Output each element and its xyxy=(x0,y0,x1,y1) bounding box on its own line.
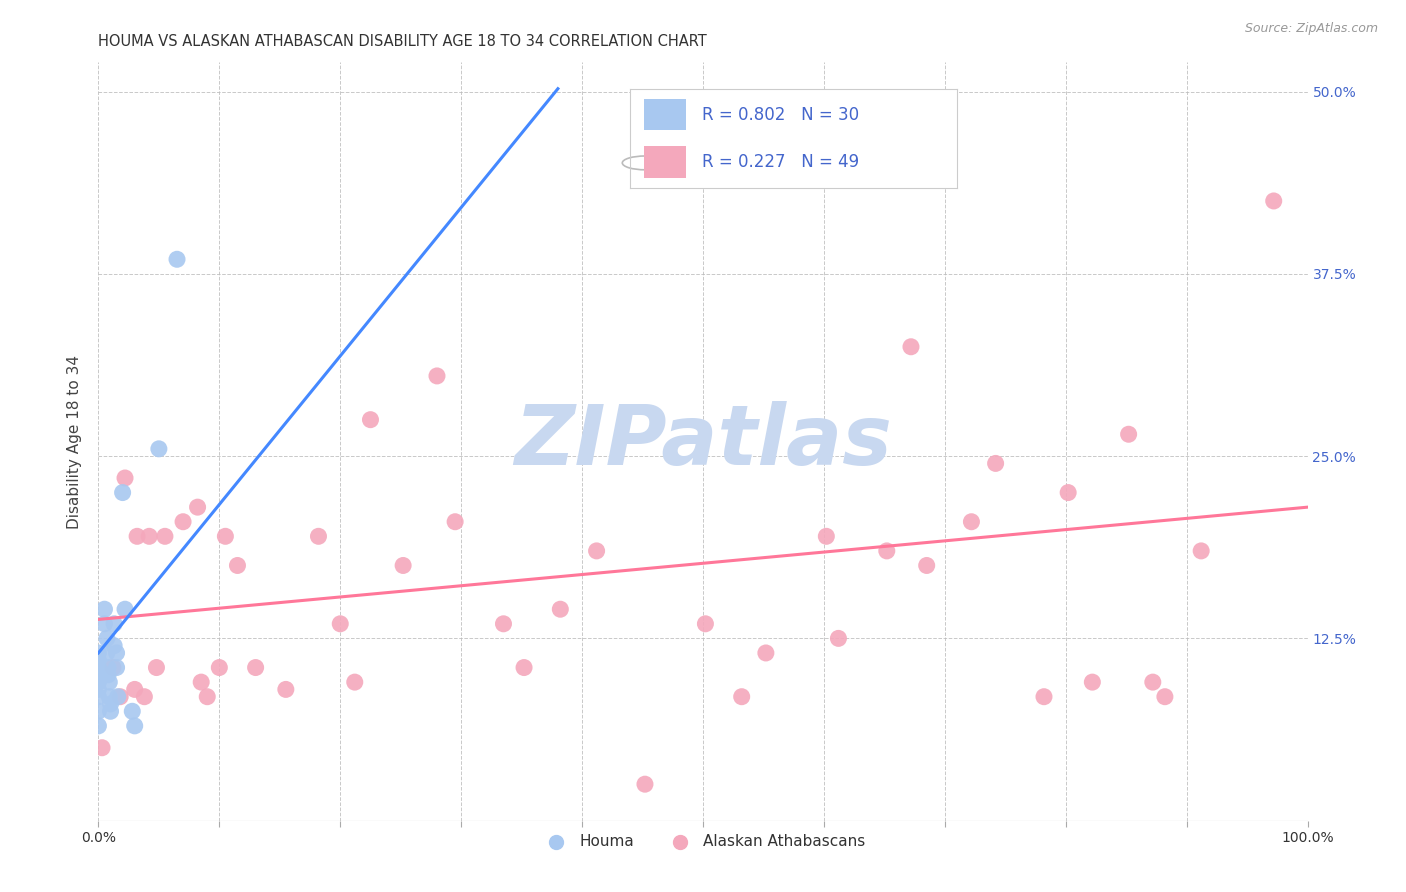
Point xyxy=(513,660,536,674)
Point xyxy=(585,544,607,558)
Point xyxy=(492,616,515,631)
Point xyxy=(308,529,330,543)
Legend: Houma, Alaskan Athabascans: Houma, Alaskan Athabascans xyxy=(534,828,872,855)
Point xyxy=(187,500,209,515)
Point xyxy=(87,653,110,667)
Text: ZIPatlas: ZIPatlas xyxy=(515,401,891,482)
Point xyxy=(87,660,110,674)
Point xyxy=(876,544,898,558)
Point xyxy=(87,719,110,733)
Point xyxy=(1263,194,1285,208)
Point xyxy=(101,660,124,674)
Point xyxy=(226,558,249,573)
Point xyxy=(105,646,128,660)
Point xyxy=(1033,690,1056,704)
Point xyxy=(87,690,110,704)
Point xyxy=(1142,675,1164,690)
Point xyxy=(114,471,136,485)
Point xyxy=(550,602,572,616)
Point xyxy=(984,457,1007,471)
Point xyxy=(127,529,149,543)
Point xyxy=(111,485,134,500)
Point xyxy=(444,515,467,529)
Point xyxy=(97,660,120,674)
Y-axis label: Disability Age 18 to 34: Disability Age 18 to 34 xyxy=(67,354,83,529)
Point xyxy=(98,690,121,704)
Point xyxy=(93,616,115,631)
Point xyxy=(360,412,382,426)
Point xyxy=(96,632,118,646)
Point xyxy=(1057,485,1080,500)
Point xyxy=(695,616,717,631)
Point xyxy=(148,442,170,456)
Point xyxy=(900,340,922,354)
Point xyxy=(731,690,754,704)
Point xyxy=(124,719,146,733)
Point xyxy=(274,682,297,697)
Point xyxy=(105,660,128,674)
Point xyxy=(96,646,118,660)
Point xyxy=(100,697,122,711)
Point xyxy=(87,682,110,697)
Point xyxy=(108,690,131,704)
Text: Source: ZipAtlas.com: Source: ZipAtlas.com xyxy=(1244,22,1378,36)
Point xyxy=(93,602,115,616)
Point xyxy=(87,668,110,682)
Point xyxy=(166,252,188,267)
Point xyxy=(195,690,218,704)
Point xyxy=(208,660,231,674)
Point xyxy=(915,558,938,573)
Point xyxy=(91,740,114,755)
Point xyxy=(343,675,366,690)
Point xyxy=(134,690,156,704)
Point xyxy=(392,558,415,573)
Point xyxy=(1081,675,1104,690)
Point xyxy=(190,675,212,690)
Point xyxy=(138,529,160,543)
Point xyxy=(107,690,129,704)
Point xyxy=(1118,427,1140,442)
Point xyxy=(97,668,120,682)
Point xyxy=(815,529,838,543)
Point xyxy=(87,675,110,690)
Point xyxy=(98,675,121,690)
Point xyxy=(87,646,110,660)
Point xyxy=(103,616,125,631)
Point xyxy=(172,515,194,529)
Point xyxy=(214,529,236,543)
Point xyxy=(153,529,176,543)
Point xyxy=(827,632,849,646)
Point xyxy=(329,616,352,631)
Point xyxy=(124,682,146,697)
Point xyxy=(426,368,449,383)
Point xyxy=(755,646,778,660)
Point xyxy=(960,515,983,529)
Point xyxy=(634,777,657,791)
Point xyxy=(1154,690,1177,704)
Point xyxy=(145,660,167,674)
Point xyxy=(245,660,267,674)
Text: HOUMA VS ALASKAN ATHABASCAN DISABILITY AGE 18 TO 34 CORRELATION CHART: HOUMA VS ALASKAN ATHABASCAN DISABILITY A… xyxy=(98,34,707,49)
Point xyxy=(103,639,125,653)
Point xyxy=(121,704,143,718)
Point xyxy=(87,704,110,718)
Point xyxy=(1189,544,1212,558)
Point xyxy=(100,704,122,718)
Point xyxy=(114,602,136,616)
